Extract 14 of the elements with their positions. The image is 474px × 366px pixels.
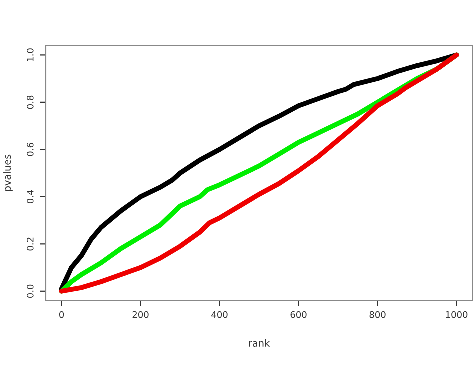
y-tick-label: 0.8 (26, 96, 34, 110)
y-tick-label: 0.4 (26, 190, 34, 204)
x-tick-label: 200 (132, 311, 149, 318)
x-tick-label: 1000 (446, 311, 468, 318)
x-tick-label: 600 (290, 311, 307, 318)
y-tick-label: 0.2 (26, 238, 34, 251)
y-tick-label: 0.0 (26, 284, 34, 298)
x-tick-label: 0 (60, 311, 64, 318)
x-tick-label: 400 (212, 311, 228, 318)
y-tick-label: 0.6 (26, 143, 34, 156)
x-tick-label: 800 (370, 311, 386, 318)
y-tick-label: 1.0 (26, 48, 34, 62)
y-axis-title: pvalues (4, 154, 13, 192)
x-axis-title: rank (249, 339, 270, 347)
